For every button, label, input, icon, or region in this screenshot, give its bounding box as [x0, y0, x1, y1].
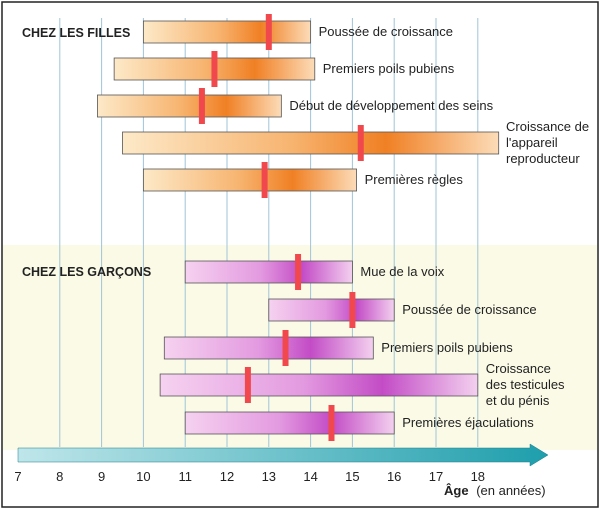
range-bar [184, 260, 353, 284]
x-tick-label: 8 [56, 469, 63, 484]
typical-age-marker [357, 125, 364, 161]
x-tick-label: 14 [303, 469, 317, 484]
range-bar [97, 94, 282, 118]
group-titles: CHEZ LES FILLES CHEZ LES GARÇONS [22, 26, 151, 279]
typical-age-marker [198, 88, 205, 124]
x-tick-label: 13 [262, 469, 276, 484]
bar-label: Croissance de [506, 119, 589, 134]
x-axis-tick-labels: 7 8 9 10 11 12 13 14 15 16 17 18 [14, 469, 485, 484]
typical-age-marker [328, 405, 335, 441]
range-bar [268, 298, 395, 322]
bar-label: reproducteur [506, 151, 580, 166]
x-tick-label: 9 [98, 469, 105, 484]
x-axis-label-unit: (en années) [476, 483, 545, 498]
bar-labels: Poussée de croissance Premiers poils pubi… [289, 24, 589, 430]
range-bars [97, 14, 500, 441]
age-axis-arrow [17, 443, 549, 467]
bar-label: Croissance [486, 361, 551, 376]
x-tick-label: 17 [429, 469, 443, 484]
group-title: CHEZ LES FILLES [22, 26, 130, 40]
range-bar [163, 336, 374, 360]
typical-age-marker [261, 162, 268, 198]
range-bar [184, 411, 395, 435]
group-title: CHEZ LES GARÇONS [22, 265, 151, 279]
x-tick-label: 7 [14, 469, 21, 484]
range-bar [159, 373, 479, 397]
x-tick-label: 12 [220, 469, 234, 484]
x-tick-label: 16 [387, 469, 401, 484]
typical-age-marker [282, 330, 289, 366]
bar-label: et du pénis [486, 393, 550, 408]
bar-label: Poussée de croissance [402, 302, 536, 317]
range-bar [142, 168, 357, 192]
x-tick-label: 11 [178, 469, 192, 484]
x-tick-label: 18 [471, 469, 485, 484]
x-tick-label: 10 [136, 469, 150, 484]
typical-age-marker [349, 292, 356, 328]
range-bar [122, 131, 500, 155]
x-axis-label-main: Âge [444, 483, 469, 498]
bar-label: Début de développement des seins [289, 98, 493, 113]
typical-age-marker [244, 367, 251, 403]
bar-label: des testicules [486, 377, 565, 392]
bar-label: Premières éjaculations [402, 415, 534, 430]
bar-label: Mue de la voix [360, 264, 444, 279]
bar-label: Premières règles [365, 172, 464, 187]
typical-age-marker [265, 14, 272, 50]
bar-label: Premiers poils pubiens [381, 340, 513, 355]
typical-age-marker [295, 254, 302, 290]
x-tick-label: 15 [345, 469, 359, 484]
x-axis-label: Âge (en années) [444, 483, 546, 498]
typical-age-marker [211, 51, 218, 87]
bar-label: Premiers poils pubiens [323, 61, 455, 76]
range-bar [142, 20, 311, 44]
bar-label: l'appareil [506, 135, 558, 150]
bar-label: Poussée de croissance [319, 24, 453, 39]
